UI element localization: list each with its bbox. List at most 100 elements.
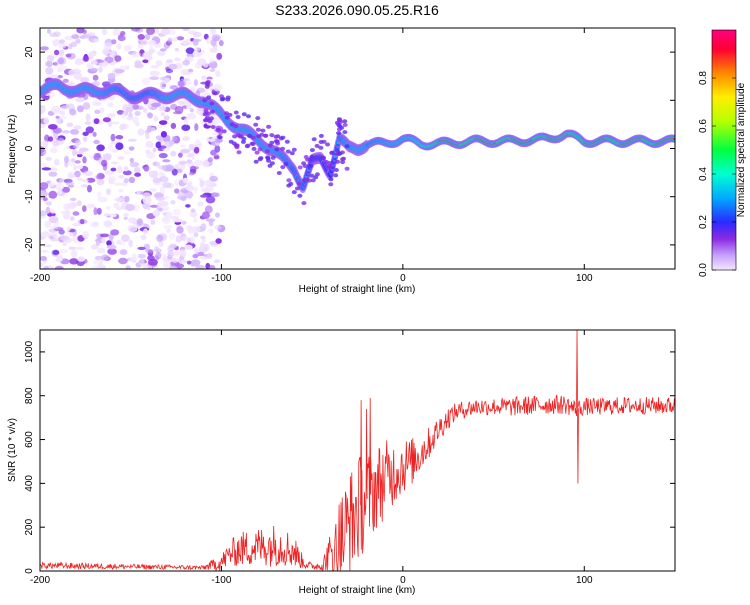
heatmap-cell [63,203,71,211]
heatmap-cell [152,209,161,217]
heatmap-cell [69,216,75,222]
heatmap-cell [119,249,128,256]
heatmap-cell [102,117,111,123]
heatmap-cell [284,139,290,144]
heatmap-cell [211,192,221,198]
heatmap-cell [176,168,183,174]
heatmap-cell [127,138,137,142]
heatmap-cell [80,184,88,188]
heatmap-cell [45,60,53,67]
heatmap-cell [40,182,49,190]
heatmap-cell [146,28,155,35]
heatmap-cell [76,153,83,158]
snr-ytick-label: 200 [24,518,35,535]
heatmap-cell [55,115,60,119]
heatmap-cell [194,46,201,53]
heatmap-cell [189,210,198,218]
heatmap-cell [107,113,116,118]
chart-title: S233.2026.090.05.25.R16 [275,2,439,18]
heatmap-cell [107,102,114,108]
heatmap-cell [62,242,67,247]
heatmap-cell [235,115,241,119]
heatmap-cell [163,115,170,121]
heatmap-cell [96,207,102,215]
heatmap-cell [80,179,89,183]
heatmap-cell [63,210,71,216]
heatmap-cell [212,91,218,96]
heatmap-cell [73,143,80,149]
heatmap-cell [182,177,188,184]
heatmap-cell [107,175,117,182]
heatmap-cell [102,48,110,55]
heatmap-cell [148,49,154,55]
heatmap-cell [40,146,45,154]
heatmap-cell [59,116,67,120]
heatmap-cell [106,244,117,250]
heatmap-cell [93,139,100,145]
heatmap-ytick-label: -20 [24,237,35,252]
heatmap-cell [189,86,197,92]
heatmap-cell [154,246,159,253]
heatmap-cell [205,80,211,84]
heatmap-cell [43,117,50,125]
heatmap-cell [69,108,77,116]
heatmap-cell [96,174,101,180]
heatmap-cell [176,226,184,234]
heatmap-cell [66,122,74,128]
heatmap-cell [123,151,131,155]
heatmap-cell [205,218,216,222]
heatmap-cell [124,165,129,172]
heatmap-cell [152,147,157,153]
heatmap-cell [333,173,339,178]
snr-frame [39,329,676,572]
heatmap-cell [160,28,171,36]
heatmap-cell [150,65,160,69]
heatmap-cell [159,176,169,183]
heatmap-cell [113,202,120,209]
heatmap-cell [110,229,120,236]
heatmap-ytick-label: 0 [24,145,35,151]
heatmap-cell [297,165,303,170]
heatmap-cell [93,118,100,125]
heatmap-cell [280,146,286,151]
heatmap-cell [130,28,141,32]
heatmap-cell [48,215,59,224]
heatmap-cell [49,74,59,79]
heatmap-cell [86,64,94,69]
heatmap-cell [251,146,257,151]
heatmap-cell [339,125,345,130]
heatmap-xtick-label: -200 [30,273,50,284]
heatmap-cell [285,149,291,154]
heatmap-cell [180,148,191,154]
heatmap-cell [40,256,48,261]
heatmap-cell [40,262,44,267]
heatmap-cell [134,63,144,69]
heatmap-cell [233,110,239,115]
heatmap-cell [170,200,176,205]
heatmap-cell [124,65,130,70]
heatmap-cell [109,213,117,218]
heatmap-cell [147,112,154,119]
heatmap-cell [327,161,333,166]
heatmap-cell [165,68,174,74]
heatmap-cell [160,81,167,90]
heatmap-cell [260,128,266,133]
heatmap-cell [186,260,192,265]
heatmap-cell [212,84,223,92]
heatmap-cell [182,60,191,66]
heatmap-cell [183,117,189,126]
heatmap-cell [207,119,213,124]
heatmap-cell [143,228,148,235]
heatmap-cell [202,160,210,168]
heatmap-cell [48,124,58,130]
heatmap-cell [197,201,204,207]
heatmap-cell [110,121,121,125]
heatmap-cell [91,265,102,269]
heatmap-cell [54,49,60,56]
heatmap-cell [237,134,243,139]
heatmap-cell [150,219,156,225]
heatmap-cell [192,225,201,233]
snr-xlabel: Height of straight line (km) [299,585,416,596]
heatmap-cell [245,143,251,148]
heatmap-cell [113,182,123,186]
